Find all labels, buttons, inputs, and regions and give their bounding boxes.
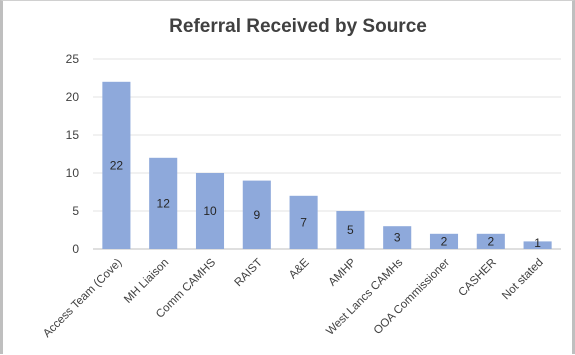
bar (429, 233, 459, 249)
bar (523, 241, 552, 249)
bar (289, 195, 318, 249)
data-label: 22 (110, 158, 124, 172)
x-category-label: Access Team (Cove) (41, 257, 124, 340)
bar (476, 233, 505, 249)
bar (383, 226, 412, 249)
x-category-label: RAIST (232, 257, 264, 289)
y-tick-label: 10 (66, 166, 80, 180)
y-tick-label: 5 (72, 204, 79, 218)
bar (149, 157, 178, 249)
x-category-label: West Lancs CAMHs (324, 256, 405, 337)
x-category-label: AMHP (327, 256, 359, 288)
x-category-label: Not stated (500, 257, 546, 303)
x-category-label: MH Liaison (122, 257, 171, 306)
data-label: 3 (394, 231, 401, 245)
y-tick-label: 20 (66, 90, 80, 104)
bar (195, 173, 225, 249)
bar (102, 81, 131, 249)
data-label: 1 (534, 236, 541, 250)
bar (242, 180, 271, 249)
bar (336, 211, 365, 249)
data-label: 2 (441, 234, 448, 248)
y-tick-label: 25 (66, 52, 80, 66)
y-tick-label: 0 (72, 242, 79, 256)
x-category-label: A&E (287, 256, 312, 281)
data-label: 5 (347, 223, 354, 237)
data-label: 10 (203, 204, 217, 218)
chart-title: Referral Received by Source (169, 16, 427, 37)
y-axis-ticks: 0 5 10 15 20 25 (66, 52, 80, 256)
data-label: 2 (487, 234, 494, 248)
data-label: 9 (253, 208, 260, 222)
data-label: 12 (157, 196, 171, 210)
bars (102, 81, 552, 249)
y-tick-label: 15 (66, 128, 80, 142)
x-category-label: CASHER (457, 257, 499, 299)
data-label: 7 (300, 215, 307, 229)
